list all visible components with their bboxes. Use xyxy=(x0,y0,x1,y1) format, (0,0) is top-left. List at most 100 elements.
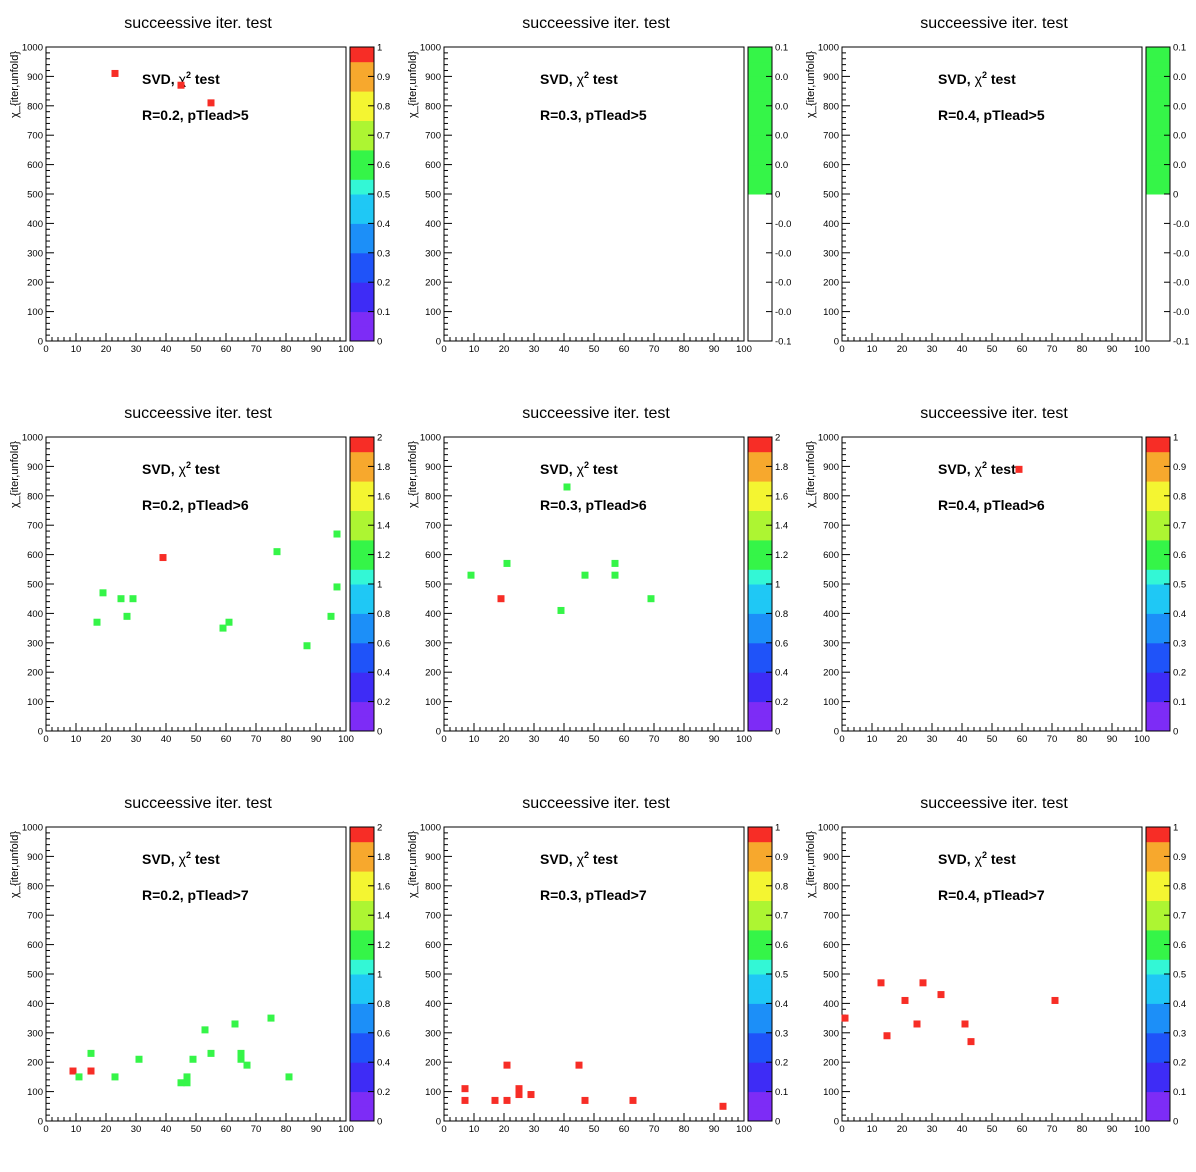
annotation-method: SVD, χ2 test xyxy=(142,850,220,867)
x-tick-label: 30 xyxy=(927,1124,938,1135)
colorbar-label: 0.2 xyxy=(1173,1058,1186,1069)
colorbar-band xyxy=(1146,1091,1170,1107)
plot-frame xyxy=(443,46,745,342)
colorbar-band xyxy=(350,856,374,872)
colorbar-label: -0.0 xyxy=(775,219,791,230)
y-tick-label: 100 xyxy=(425,307,441,318)
y-tick-label: 600 xyxy=(27,940,43,951)
x-tick-label: 50 xyxy=(589,734,600,745)
y-tick-label: 800 xyxy=(27,881,43,892)
data-cell xyxy=(575,1061,583,1069)
colorbar-band xyxy=(748,613,772,629)
y-tick-label: 800 xyxy=(27,101,43,112)
colorbar-band xyxy=(748,437,772,453)
data-cell xyxy=(201,1026,209,1034)
y-tick-label: 700 xyxy=(425,911,441,922)
annotation-selection: R=0.4, pTlead>6 xyxy=(938,497,1045,513)
y-tick-label: 700 xyxy=(27,131,43,142)
x-tick-label: 50 xyxy=(987,344,998,355)
y-axis-label: χ_{iter,unfold} xyxy=(805,441,817,508)
data-cell xyxy=(285,1073,293,1081)
colorbar-band xyxy=(350,569,374,585)
x-tick-label: 100 xyxy=(1134,1124,1150,1135)
y-tick-label: 0 xyxy=(436,727,441,738)
y-tick-label: 200 xyxy=(823,1058,839,1069)
colorbar-band xyxy=(350,841,374,857)
colorbar-label: 0 xyxy=(1173,190,1178,201)
colorbar-band xyxy=(748,929,772,946)
colorbar-label: 0.6 xyxy=(1173,940,1186,951)
data-cell xyxy=(99,589,107,597)
y-tick-label: 700 xyxy=(27,521,43,532)
x-tick-label: 40 xyxy=(161,734,172,745)
annotation-method: SVD, χ2 test xyxy=(540,460,618,477)
y-axis-label: χ_{iter,unfold} xyxy=(9,51,21,118)
colorbar-band xyxy=(1146,76,1170,92)
colorbar-label: 0.8 xyxy=(377,101,390,112)
chart-panel: succeessive iter. test 0 10 20 30 40 50 60 70 80 9… xyxy=(796,390,1194,780)
colorbar-band xyxy=(748,525,772,541)
y-tick-label: 700 xyxy=(823,131,839,142)
colorbar-band xyxy=(1146,974,1170,990)
y-tick-label: 800 xyxy=(27,491,43,502)
colorbar-band xyxy=(1146,481,1170,497)
colorbar-band xyxy=(748,974,772,990)
colorbar-band xyxy=(1146,149,1170,166)
chart-panel: succeessive iter. test 0 10 20 30 40 50 60 70 80 9… xyxy=(0,780,398,1170)
colorbar-band xyxy=(748,164,772,180)
colorbar-band xyxy=(350,885,374,901)
colorbar-band xyxy=(748,657,772,673)
x-tick-label: 30 xyxy=(131,734,142,745)
colorbar-band xyxy=(748,900,772,916)
y-tick-label: 100 xyxy=(425,697,441,708)
colorbar-band xyxy=(1146,282,1170,298)
colorbar-band xyxy=(350,1018,374,1034)
colorbar-band xyxy=(1146,223,1170,239)
data-cell xyxy=(611,559,619,567)
data-cell xyxy=(189,1055,197,1063)
colorbar-band xyxy=(748,584,772,600)
x-tick-label: 80 xyxy=(281,734,292,745)
colorbar-band xyxy=(1146,120,1170,136)
colorbar-band xyxy=(1146,885,1170,901)
x-tick-label: 100 xyxy=(338,1124,354,1135)
data-cell xyxy=(503,1061,511,1069)
x-tick-label: 60 xyxy=(619,344,630,355)
x-tick-label: 70 xyxy=(1047,1124,1058,1135)
chart-panel: succeessive iter. test 0 10 20 30 40 50 60 70 80 9… xyxy=(0,0,398,390)
chart-title: succeessive iter. test xyxy=(124,15,272,32)
colorbar-label: 0.1 xyxy=(1173,1087,1186,1098)
x-tick-label: 40 xyxy=(161,344,172,355)
colorbar-band xyxy=(748,598,772,614)
x-tick-label: 10 xyxy=(469,1124,480,1135)
x-tick-label: 0 xyxy=(43,344,48,355)
colorbar-label: 0.0 xyxy=(1173,72,1186,83)
colorbar-band xyxy=(748,91,772,107)
colorbar-band xyxy=(350,657,374,673)
annotation-method: SVD, χ2 test xyxy=(142,70,220,87)
colorbar-label: 0.0 xyxy=(775,160,788,171)
y-tick-label: 200 xyxy=(425,278,441,289)
y-tick-label: 900 xyxy=(823,852,839,863)
colorbar-label: 0.2 xyxy=(775,697,788,708)
colorbar-label: 0 xyxy=(377,727,382,738)
colorbar-label: 1 xyxy=(775,823,780,834)
x-tick-label: 80 xyxy=(679,344,690,355)
x-tick-label: 30 xyxy=(131,344,142,355)
colorbar-band xyxy=(748,481,772,497)
y-tick-label: 0 xyxy=(38,337,43,348)
data-cell xyxy=(883,1032,891,1040)
y-tick-label: 800 xyxy=(425,881,441,892)
colorbar-label: 0.2 xyxy=(1173,668,1186,679)
colorbar-band xyxy=(1146,252,1170,268)
y-tick-label: 900 xyxy=(425,72,441,83)
colorbar-label: 1.2 xyxy=(775,550,788,561)
x-tick-label: 0 xyxy=(441,734,446,745)
colorbar-band xyxy=(350,554,374,570)
annotation-selection: R=0.2, pTlead>7 xyxy=(142,887,249,903)
colorbar-label: 0 xyxy=(377,1117,382,1128)
x-tick-label: 80 xyxy=(1077,734,1088,745)
colorbar-band xyxy=(1146,47,1170,63)
colorbar-band xyxy=(1146,296,1170,313)
colorbar-label: -0.1 xyxy=(775,337,791,348)
